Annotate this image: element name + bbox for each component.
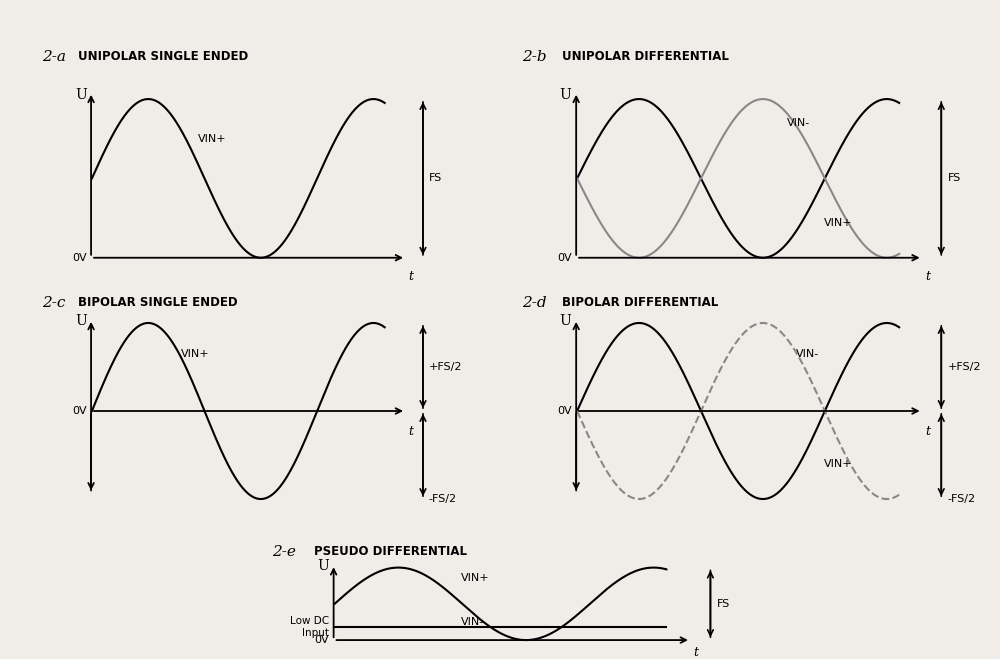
Text: BIPOLAR SINGLE ENDED: BIPOLAR SINGLE ENDED bbox=[78, 296, 238, 309]
Text: FS: FS bbox=[429, 173, 442, 183]
Text: 2-b: 2-b bbox=[522, 51, 546, 65]
Text: VIN-: VIN- bbox=[796, 349, 819, 358]
Text: VIN+: VIN+ bbox=[197, 134, 226, 144]
Text: VIN+: VIN+ bbox=[461, 573, 489, 583]
Text: -FS/2: -FS/2 bbox=[948, 494, 976, 504]
Text: t: t bbox=[409, 270, 414, 283]
Text: +FS/2: +FS/2 bbox=[429, 362, 462, 372]
Text: t: t bbox=[925, 424, 930, 438]
Text: U: U bbox=[75, 314, 87, 328]
Text: 2-c: 2-c bbox=[42, 296, 65, 310]
Text: VIN+: VIN+ bbox=[180, 349, 209, 358]
Text: 0V: 0V bbox=[72, 253, 87, 263]
Text: VIN+: VIN+ bbox=[824, 218, 853, 228]
Text: -FS/2: -FS/2 bbox=[429, 494, 457, 504]
Text: U: U bbox=[560, 314, 571, 328]
Text: BIPOLAR DIFFERENTIAL: BIPOLAR DIFFERENTIAL bbox=[562, 296, 718, 309]
Text: 2-a: 2-a bbox=[42, 51, 66, 65]
Text: 0V: 0V bbox=[72, 406, 87, 416]
Text: PSEUDO DIFFERENTIAL: PSEUDO DIFFERENTIAL bbox=[314, 546, 467, 558]
Text: U: U bbox=[75, 88, 87, 102]
Text: t: t bbox=[409, 424, 414, 438]
Text: 2-d: 2-d bbox=[522, 296, 546, 310]
Text: VIN-: VIN- bbox=[461, 617, 484, 627]
Text: VIN+: VIN+ bbox=[824, 459, 853, 469]
Text: UNIPOLAR SINGLE ENDED: UNIPOLAR SINGLE ENDED bbox=[78, 51, 249, 63]
Text: U: U bbox=[317, 559, 329, 573]
Text: 2-e: 2-e bbox=[272, 546, 296, 559]
Text: t: t bbox=[694, 646, 699, 659]
Text: 0V: 0V bbox=[557, 253, 571, 263]
Text: 0V: 0V bbox=[557, 406, 571, 416]
Text: Low DC
Input: Low DC Input bbox=[290, 616, 329, 638]
Text: UNIPOLAR DIFFERENTIAL: UNIPOLAR DIFFERENTIAL bbox=[562, 51, 729, 63]
Text: U: U bbox=[560, 88, 571, 102]
Text: FS: FS bbox=[717, 599, 731, 609]
Text: FS: FS bbox=[948, 173, 961, 183]
Text: 0V: 0V bbox=[314, 635, 329, 645]
Text: t: t bbox=[925, 270, 930, 283]
Text: +FS/2: +FS/2 bbox=[948, 362, 981, 372]
Text: VIN-: VIN- bbox=[787, 118, 810, 128]
